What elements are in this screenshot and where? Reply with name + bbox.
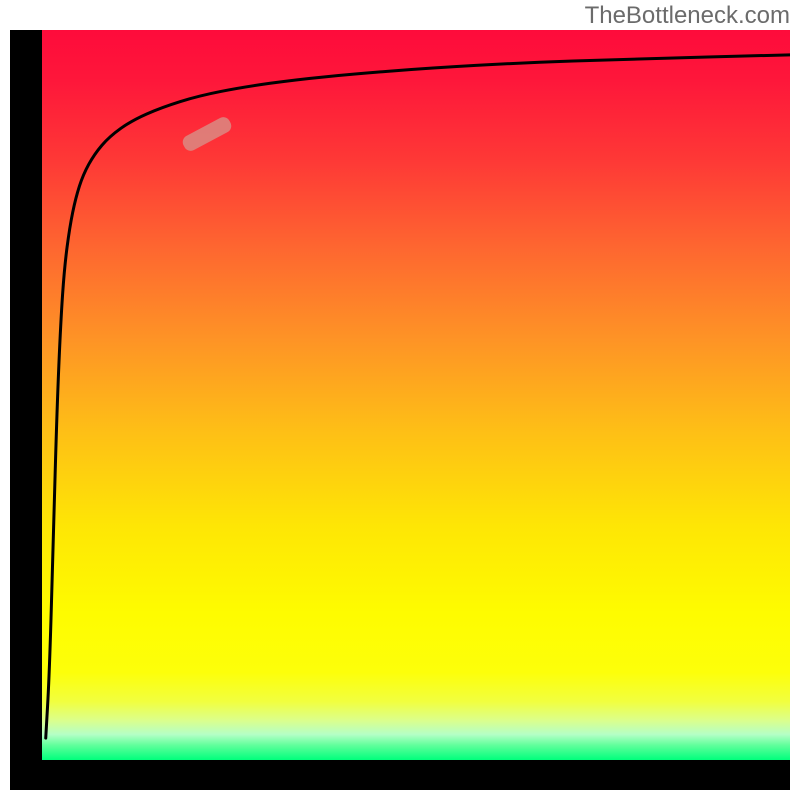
curve-path — [46, 55, 790, 738]
plot-area — [42, 30, 790, 760]
chart-stage: TheBottleneck.com — [0, 0, 800, 800]
watermark-text: TheBottleneck.com — [585, 2, 790, 30]
bottleneck-curve — [42, 30, 790, 760]
